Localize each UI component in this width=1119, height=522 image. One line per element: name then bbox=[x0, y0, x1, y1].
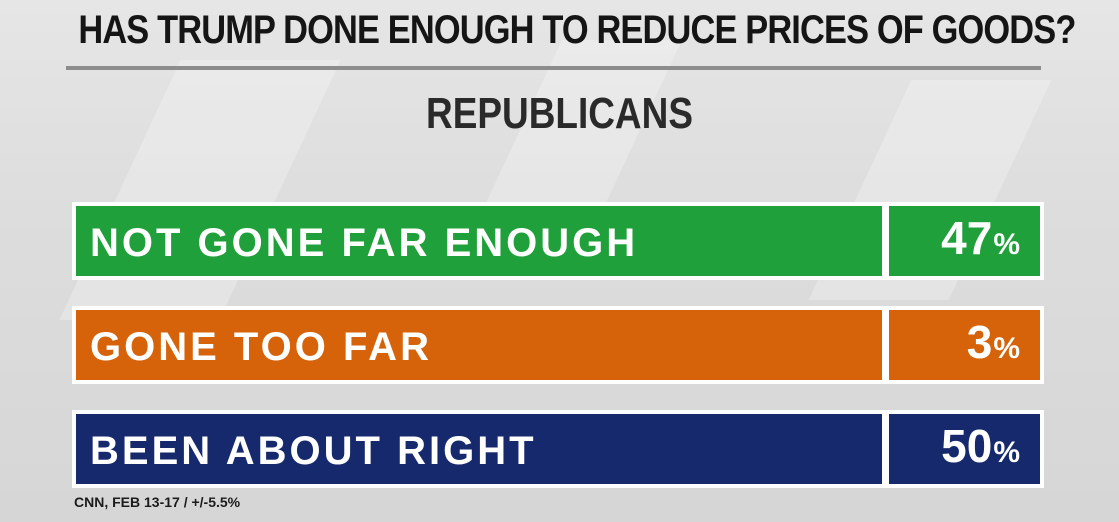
row-label: NOT GONE FAR ENOUGH bbox=[90, 221, 639, 265]
value-number: 50 bbox=[941, 420, 993, 472]
percent-sign: % bbox=[993, 436, 1020, 469]
value-box-about-right: 50% bbox=[889, 414, 1040, 484]
value-label: 3% bbox=[967, 310, 1020, 380]
value-box-not-far-enough: 47% bbox=[889, 206, 1040, 276]
source-note: CNN, FEB 13-17 / +/-5.5% bbox=[74, 494, 241, 510]
value-label: 50% bbox=[941, 414, 1020, 484]
title-divider bbox=[66, 66, 1041, 70]
chart-subtitle: REPUBLICANS bbox=[426, 89, 693, 138]
result-row-too-far: GONE TOO FAR 3% bbox=[72, 306, 1044, 384]
value-label: 47% bbox=[941, 206, 1020, 276]
bar-about-right: BEEN ABOUT RIGHT bbox=[76, 414, 882, 484]
value-number: 47 bbox=[941, 212, 993, 264]
percent-sign: % bbox=[993, 228, 1020, 261]
row-label: BEEN ABOUT RIGHT bbox=[90, 429, 537, 473]
value-box-too-far: 3% bbox=[889, 310, 1040, 380]
bar-not-far-enough: NOT GONE FAR ENOUGH bbox=[76, 206, 882, 276]
value-number: 3 bbox=[966, 316, 993, 368]
result-row-not-far-enough: NOT GONE FAR ENOUGH 47% bbox=[72, 202, 1044, 280]
bar-too-far: GONE TOO FAR bbox=[76, 310, 882, 380]
result-row-about-right: BEEN ABOUT RIGHT 50% bbox=[72, 410, 1044, 488]
chart-title: HAS TRUMP DONE ENOUGH TO REDUCE PRICES O… bbox=[78, 8, 1076, 52]
row-label: GONE TOO FAR bbox=[90, 325, 432, 369]
percent-sign: % bbox=[993, 332, 1020, 365]
